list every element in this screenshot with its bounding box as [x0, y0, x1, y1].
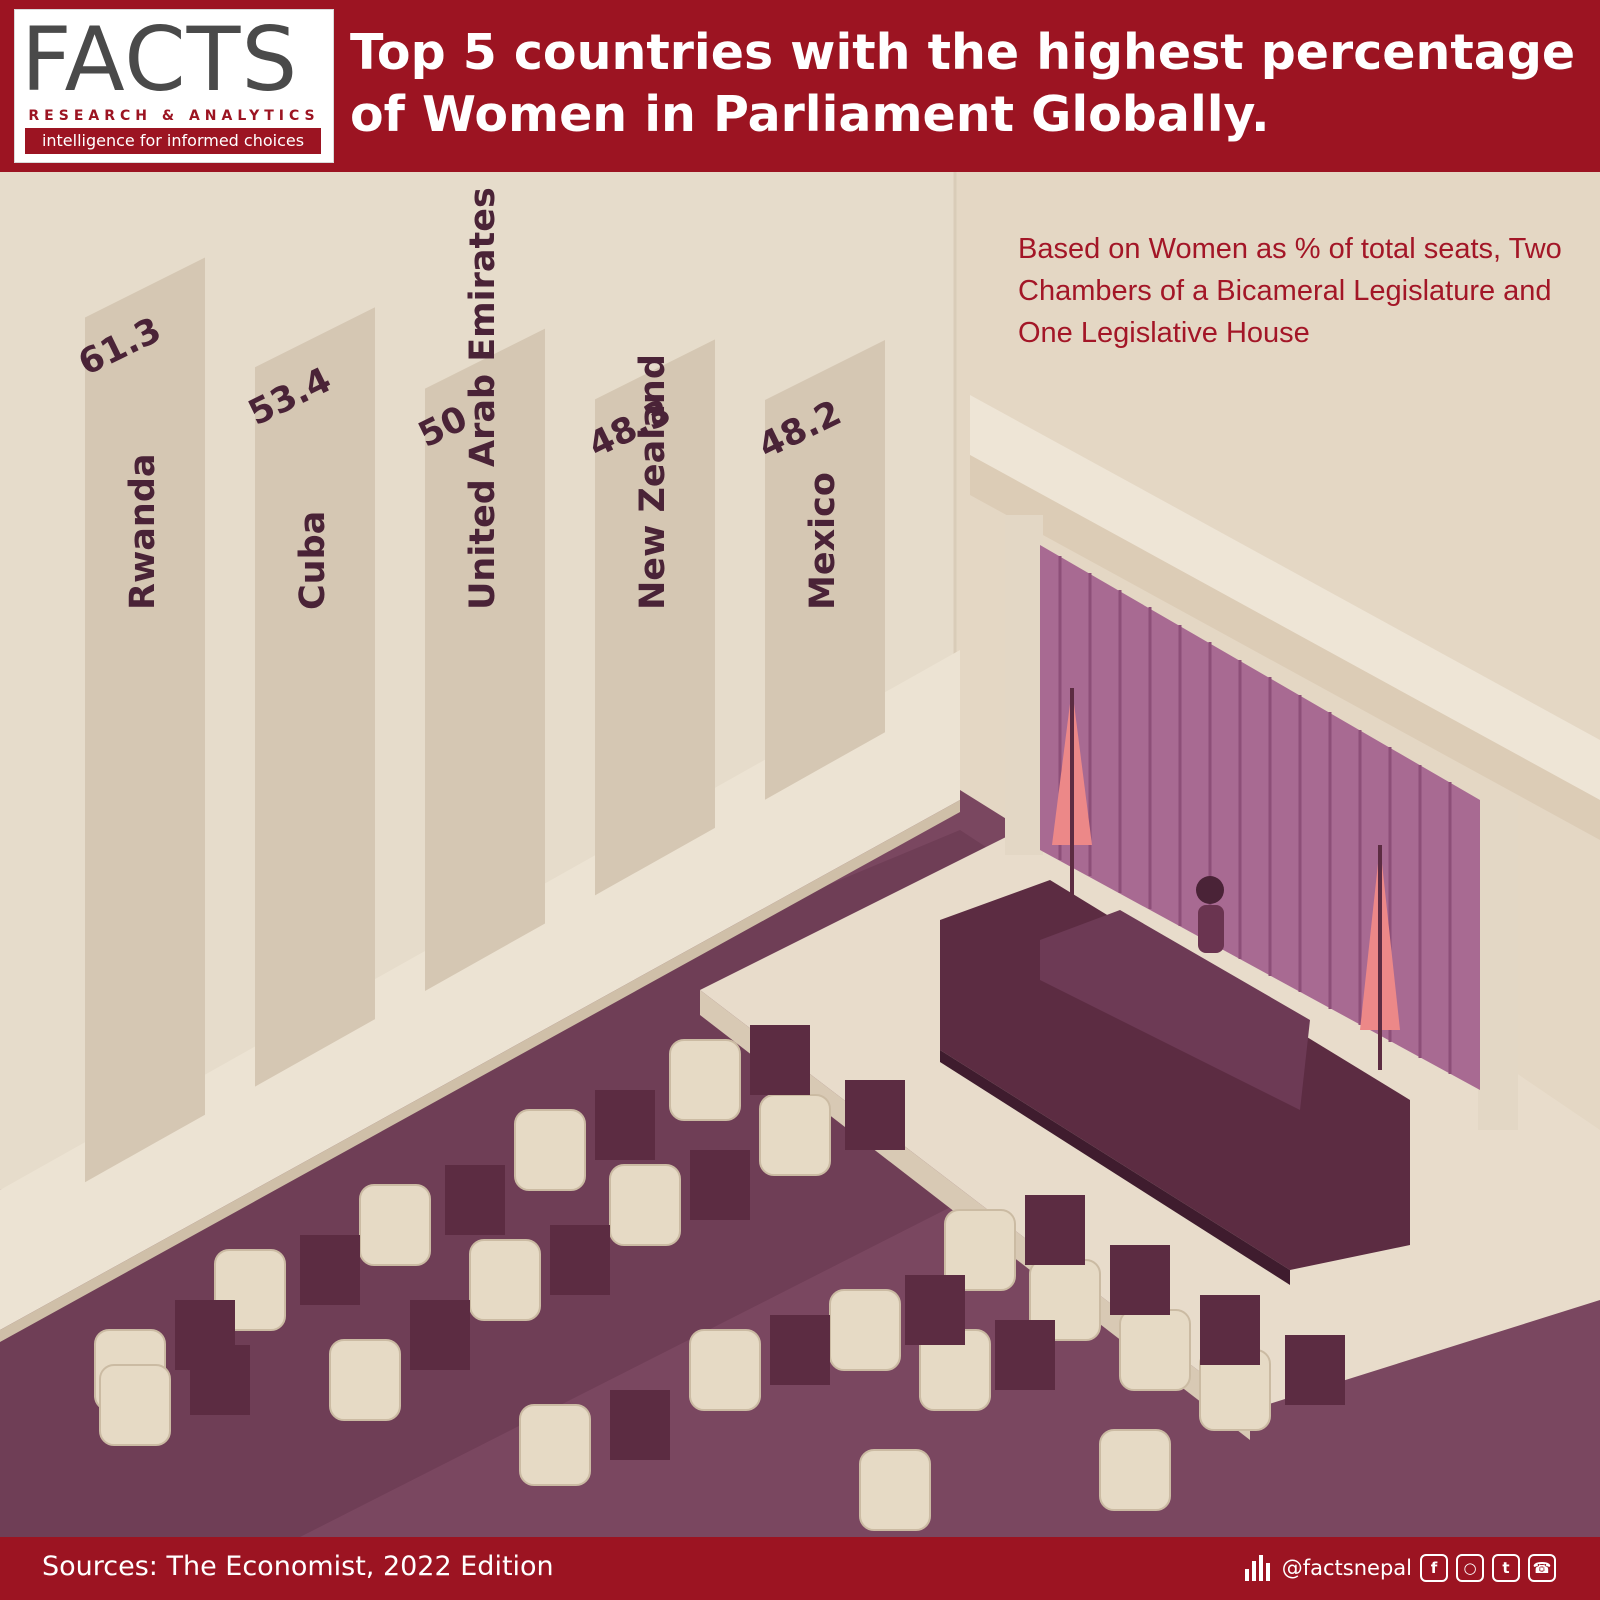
bar-category-label: Mexico [803, 472, 843, 610]
social-handle[interactable]: @factsnepal [1281, 1556, 1412, 1580]
logo-subtitle: RESEARCH & ANALYTICS [28, 108, 320, 124]
bar-category-label: New Zealand [633, 354, 673, 610]
bar-category-label: Cuba [293, 510, 333, 610]
bar-rwanda [85, 257, 205, 1183]
facts-bars-icon [1244, 1555, 1270, 1581]
facebook-icon[interactable]: f [1420, 1554, 1448, 1582]
social-bar: @factsnepal f ○ t ☎ [1244, 1551, 1556, 1585]
bar-mexico [765, 340, 885, 800]
logo-wordmark: FACTS [21, 8, 299, 111]
parliament-illustration [0, 172, 1600, 1537]
twitter-icon[interactable]: t [1492, 1554, 1520, 1582]
source-text: Sources: The Economist, 2022 Edition [42, 1551, 554, 1582]
parliament-scene [0, 172, 1600, 1537]
viber-icon[interactable]: ☎ [1528, 1554, 1556, 1582]
instagram-icon[interactable]: ○ [1456, 1554, 1484, 1582]
bar-united-arab-emirates [425, 328, 545, 991]
header-banner: FACTS RESEARCH & ANALYTICS intelligence … [0, 0, 1600, 172]
bar-cuba [255, 307, 375, 1087]
footer-banner: Sources: The Economist, 2022 Edition @fa… [0, 1537, 1600, 1600]
chart-note: Based on Women as % of total seats, Two … [1018, 233, 1562, 349]
logo-tagline: intelligence for informed choices [25, 128, 321, 154]
bar-chart [85, 257, 885, 1183]
front-partition [0, 650, 960, 1330]
bar-category-label: United Arab Emirates [463, 187, 503, 610]
bar-category-label: Rwanda [123, 453, 163, 611]
page-title: Top 5 countries with the highest percent… [350, 24, 1576, 143]
facts-logo: FACTS RESEARCH & ANALYTICS intelligence … [14, 9, 334, 163]
bar-new-zealand [595, 339, 715, 896]
